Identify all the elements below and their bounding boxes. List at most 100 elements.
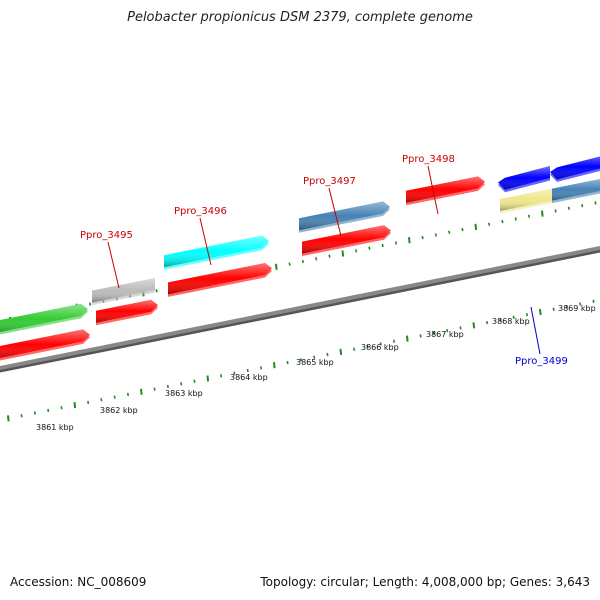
minor-tick	[488, 222, 491, 226]
minor-tick	[113, 395, 116, 399]
gene-feature[interactable]	[500, 188, 552, 214]
gene-highlight	[96, 299, 158, 323]
major-tick	[275, 263, 278, 270]
minor-tick	[366, 344, 369, 349]
scale-labels: 3861 kbp 3862 kbp 3863 kbp 3864 kbp 3865 kbp…	[36, 304, 596, 432]
gene-highlight	[299, 201, 390, 231]
minor-tick	[394, 241, 398, 245]
gene-highlight	[164, 235, 269, 268]
gene-highlight	[498, 166, 550, 190]
minor-tick	[554, 209, 557, 213]
gene-feature[interactable]	[406, 176, 485, 206]
minor-tick	[166, 384, 169, 389]
gene-labels: Ppro_3495 Ppro_3496 Ppro_3497 Ppro_3498 Ppro…	[80, 154, 568, 367]
scale-label: 3863 kbp	[165, 389, 203, 398]
gene-features	[0, 154, 600, 362]
scale-label: 3862 kbp	[100, 406, 138, 415]
minor-tick	[193, 379, 196, 383]
major-tick	[206, 375, 210, 382]
accession-text: Accession: NC_008609	[10, 575, 147, 589]
backbone	[0, 245, 600, 373]
minor-tick	[47, 408, 50, 413]
minor-tick	[259, 366, 263, 370]
minor-tick	[512, 315, 515, 319]
minor-tick	[421, 235, 424, 240]
major-tick	[474, 223, 478, 230]
major-tick	[7, 415, 10, 422]
gene-highlight	[92, 278, 155, 303]
scale-label: 3864 kbp	[230, 373, 268, 382]
minor-tick	[246, 368, 249, 373]
gene-highlight	[302, 225, 391, 254]
gene-feature[interactable]	[168, 263, 272, 297]
minor-tick	[233, 371, 236, 375]
major-tick	[339, 348, 343, 355]
minor-tick	[180, 382, 183, 386]
gene-feature[interactable]	[96, 299, 158, 326]
gene-feature[interactable]	[550, 154, 600, 182]
gene-feature[interactable]	[498, 166, 550, 193]
gene-feature[interactable]	[0, 303, 88, 337]
minor-tick	[299, 358, 302, 362]
minor-tick	[220, 374, 223, 378]
minor-tick	[446, 328, 449, 333]
scale-label: 3866 kbp	[361, 343, 399, 352]
map-title: Pelobacter propionicus DSM 2379, complet…	[127, 10, 473, 25]
minor-tick	[33, 411, 36, 415]
gene-label: Ppro_3497	[303, 176, 356, 187]
minor-tick	[20, 414, 23, 418]
gene-label: Ppro_3496	[174, 206, 227, 217]
minor-tick	[579, 302, 582, 306]
minor-tick	[315, 257, 318, 261]
gene-feature[interactable]	[92, 278, 155, 306]
minor-tick	[432, 331, 435, 335]
minor-tick	[525, 313, 529, 317]
major-tick	[539, 308, 542, 316]
major-tick	[273, 362, 276, 369]
gene-highlight	[406, 176, 485, 203]
lower-tick-marks	[7, 299, 595, 422]
minor-tick	[155, 289, 158, 293]
minor-tick	[353, 347, 356, 351]
minor-tick	[461, 227, 464, 232]
minor-tick	[126, 392, 130, 397]
minor-tick	[419, 334, 422, 338]
scale-label: 3867 kbp	[426, 330, 464, 339]
minor-tick	[326, 352, 329, 357]
major-tick	[73, 402, 77, 409]
minor-tick	[60, 406, 63, 410]
gene-feature[interactable]	[0, 329, 90, 362]
gene-label: Ppro_3495	[80, 230, 133, 241]
gene-highlight	[500, 188, 552, 211]
gene-highlight	[168, 263, 272, 295]
minor-tick	[286, 360, 289, 365]
gene-highlight	[552, 178, 600, 201]
minor-tick	[527, 214, 531, 218]
minor-tick	[581, 203, 584, 208]
gene-feature[interactable]	[299, 201, 390, 233]
minor-tick	[459, 326, 462, 330]
minor-tick	[567, 206, 570, 210]
minor-tick	[87, 400, 90, 405]
gene-feature[interactable]	[164, 235, 269, 270]
gene-label: Ppro_3498	[402, 154, 455, 165]
minor-tick	[592, 299, 595, 304]
minor-tick	[89, 302, 92, 306]
major-tick	[408, 237, 411, 244]
genome-summary: Topology: circular; Length: 4,008,000 bp…	[260, 575, 590, 589]
gene-feature[interactable]	[302, 225, 391, 257]
minor-tick	[381, 243, 384, 248]
minor-tick	[328, 254, 331, 258]
minor-tick	[499, 318, 502, 322]
minor-tick	[594, 201, 597, 205]
minor-tick	[355, 249, 358, 253]
minor-tick	[379, 342, 382, 346]
minor-tick	[501, 219, 504, 224]
minor-tick	[552, 307, 555, 311]
minor-tick	[288, 262, 291, 266]
minor-tick	[153, 387, 156, 391]
scale-label: 3868 kbp	[492, 317, 530, 326]
minor-tick	[313, 355, 316, 359]
gene-feature[interactable]	[552, 178, 600, 204]
